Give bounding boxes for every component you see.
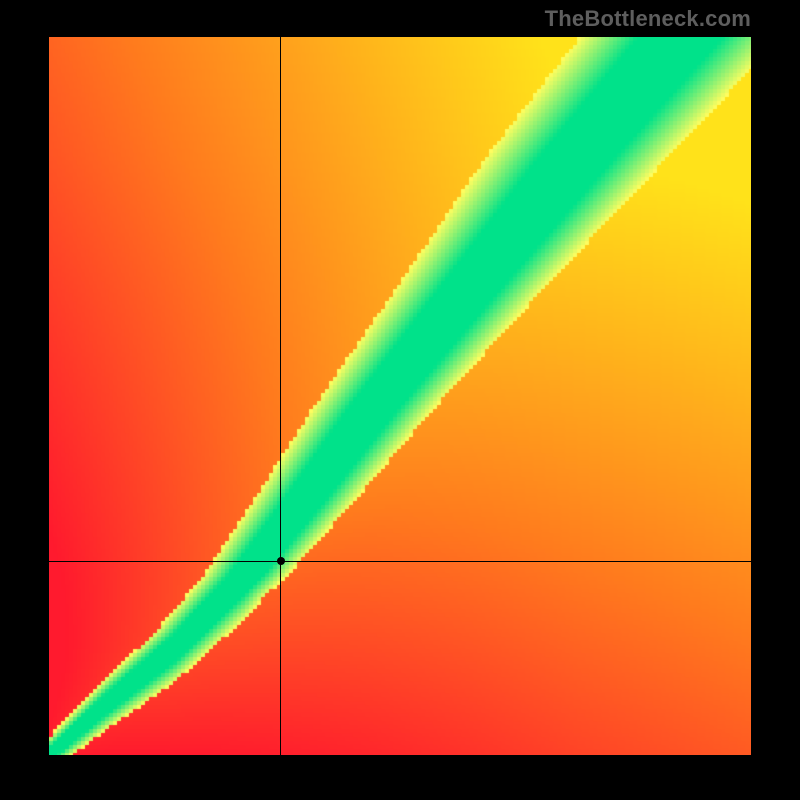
- plot-area: [49, 37, 751, 755]
- crosshair-horizontal: [49, 561, 751, 562]
- chart-frame: TheBottleneck.com: [0, 0, 800, 800]
- crosshair-dot: [277, 557, 285, 565]
- watermark-text: TheBottleneck.com: [545, 6, 751, 32]
- heatmap-canvas: [49, 37, 751, 755]
- crosshair-vertical: [280, 37, 281, 755]
